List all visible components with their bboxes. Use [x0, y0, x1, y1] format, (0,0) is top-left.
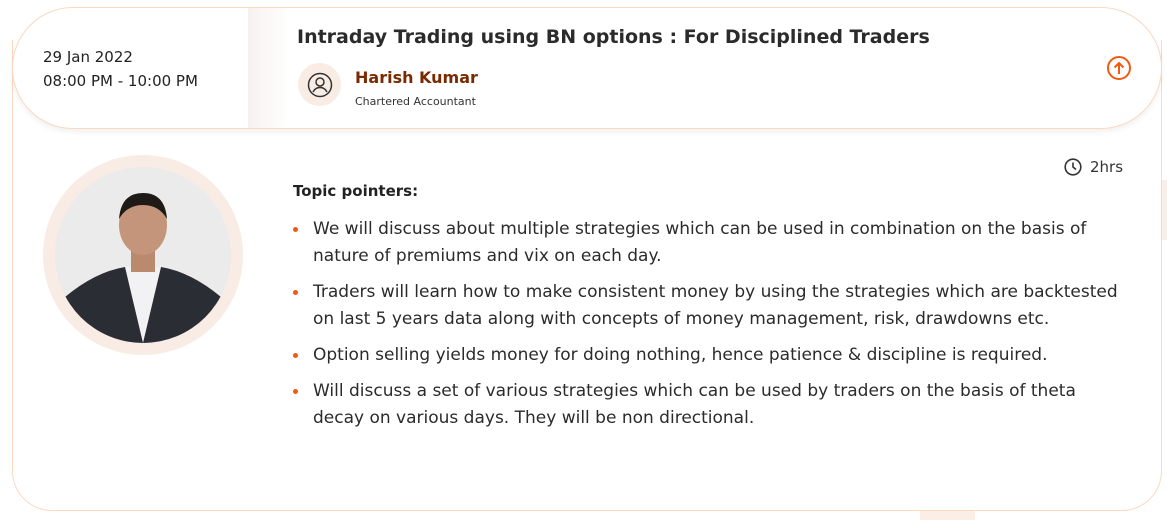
list-item: Traders will learn how to make consisten…: [293, 279, 1123, 333]
speaker-name[interactable]: Harish Kumar: [355, 68, 478, 87]
session-header[interactable]: 29 Jan 2022 08:00 PM - 10:00 PM Intraday…: [12, 7, 1162, 129]
divider: [248, 8, 288, 128]
duration: 2hrs: [1064, 158, 1123, 176]
topic-heading: Topic pointers:: [293, 182, 419, 200]
arrow-up-circle-icon[interactable]: [1106, 55, 1132, 81]
list-item: Will discuss a set of various strategies…: [293, 378, 1123, 432]
list-item: We will discuss about multiple strategie…: [293, 216, 1123, 270]
session-time: 08:00 PM - 10:00 PM: [43, 72, 198, 90]
speaker-role: Chartered Accountant: [355, 95, 476, 108]
clock-icon: [1064, 158, 1082, 176]
date-time: 29 Jan 2022 08:00 PM - 10:00 PM: [13, 8, 248, 128]
speaker-photo: [43, 155, 243, 355]
list-item: Option selling yields money for doing no…: [293, 342, 1123, 369]
background-decoration: [1160, 180, 1167, 240]
session-date: 29 Jan 2022: [43, 48, 133, 66]
session-title: Intraday Trading using BN options : For …: [297, 26, 930, 48]
topic-list: We will discuss about multiple strategie…: [293, 216, 1123, 441]
duration-text: 2hrs: [1090, 158, 1124, 176]
user-icon: [298, 63, 341, 106]
background-decoration: [920, 510, 975, 520]
